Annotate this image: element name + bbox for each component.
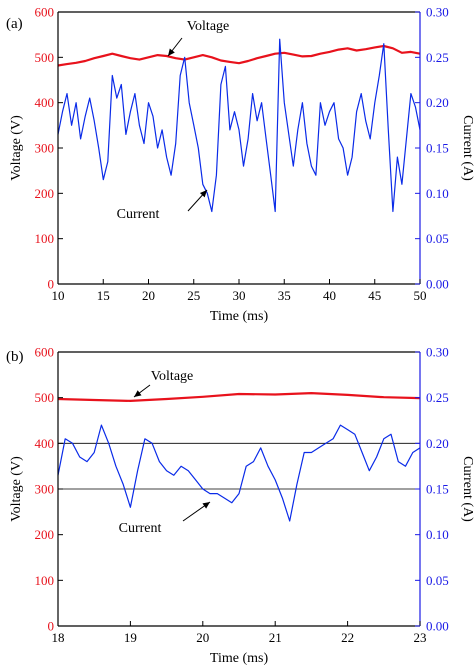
y-right-tick-label: 0.05	[426, 231, 449, 246]
series-line-voltage	[57, 392, 421, 402]
y-left-tick-label: 400	[35, 95, 55, 110]
y-left-tick-label: 600	[35, 345, 55, 360]
y-left-tick-label: 300	[35, 482, 55, 497]
y-right-tick-label: 0.15	[426, 482, 449, 497]
y-left-tick-label: 600	[35, 5, 55, 20]
chart-panel-b: 18 19 20 21 22 23 0 100 200 300 400 500 600 0.00 0.05 0…	[6, 345, 474, 667]
y-left-tick-label: 0	[48, 619, 55, 634]
y-right-tick-label: 0.10	[426, 186, 449, 201]
annotation-arrow-head	[202, 502, 210, 509]
y-left-tick-label: 200	[35, 186, 55, 201]
x-tick-label: 23	[414, 630, 427, 645]
y-left-tick-label: 300	[35, 141, 55, 156]
x-tick-label: 18	[52, 630, 65, 645]
x-tick-label: 20	[142, 288, 155, 303]
y-right-tick-label: 0.15	[426, 141, 449, 156]
y-left-tick-label: 100	[35, 573, 55, 588]
y-left-tick-label: 500	[35, 390, 55, 405]
y-right-tick-label: 0.25	[426, 390, 449, 405]
y-left-tick-label: 200	[35, 527, 55, 542]
annotation-current: Current	[117, 207, 160, 222]
x-tick-label: 35	[278, 288, 291, 303]
x-axis-title: Time (ms)	[210, 309, 269, 324]
annotation-voltage: Voltage	[187, 19, 230, 34]
y-left-tick-label: 400	[35, 436, 55, 451]
y-right-tick-label: 0.30	[426, 5, 449, 20]
x-tick-label: 25	[187, 288, 200, 303]
x-tick-label: 22	[341, 630, 354, 645]
y-left-tick-label: 100	[35, 231, 55, 246]
x-tick-label: 19	[124, 630, 137, 645]
annotation-current: Current	[119, 521, 162, 536]
annotation-voltage: Voltage	[151, 369, 194, 384]
annotation-arrow-head	[199, 190, 207, 198]
y-right-tick-label: 0.20	[426, 95, 449, 110]
y-right-tick-label: 0.30	[426, 345, 449, 360]
y-left-axis-title: Voltage (V)	[9, 115, 24, 181]
y-right-tick-label: 0.00	[426, 619, 449, 634]
series-line-current	[57, 38, 421, 213]
x-tick-label: 15	[97, 288, 110, 303]
y-right-tick-label: 0.10	[426, 527, 449, 542]
y-right-tick-label: 0.25	[426, 50, 449, 65]
annotation-arrow-head	[168, 48, 175, 56]
y-left-tick-label: 500	[35, 50, 55, 65]
x-tick-label: 20	[196, 630, 209, 645]
annotation-arrow-head	[134, 390, 142, 397]
x-tick-label: 45	[368, 288, 381, 303]
panel-label: (a)	[6, 16, 23, 32]
y-right-tick-label: 0.20	[426, 436, 449, 451]
y-left-axis-title: Voltage (V)	[9, 456, 24, 522]
y-left-tick-label: 0	[48, 277, 55, 292]
series-line-current	[57, 424, 421, 522]
x-tick-label: 10	[52, 288, 65, 303]
x-axis-title: Time (ms)	[210, 651, 269, 666]
panel-label: (b)	[6, 349, 24, 365]
y-right-tick-label: 0.00	[426, 277, 449, 292]
y-right-axis-title: Current (A)	[460, 115, 474, 181]
x-tick-label: 50	[414, 288, 427, 303]
x-tick-label: 21	[269, 630, 282, 645]
series-line-voltage	[57, 44, 421, 67]
y-right-axis-title: Current (A)	[460, 456, 474, 522]
chart-panel-a: 10 15 20 25 30 35 40 45 5001002003004005006000.0…	[6, 5, 474, 325]
y-right-tick-label: 0.05	[426, 573, 449, 588]
x-tick-label: 40	[323, 288, 336, 303]
x-tick-label: 30	[233, 288, 246, 303]
